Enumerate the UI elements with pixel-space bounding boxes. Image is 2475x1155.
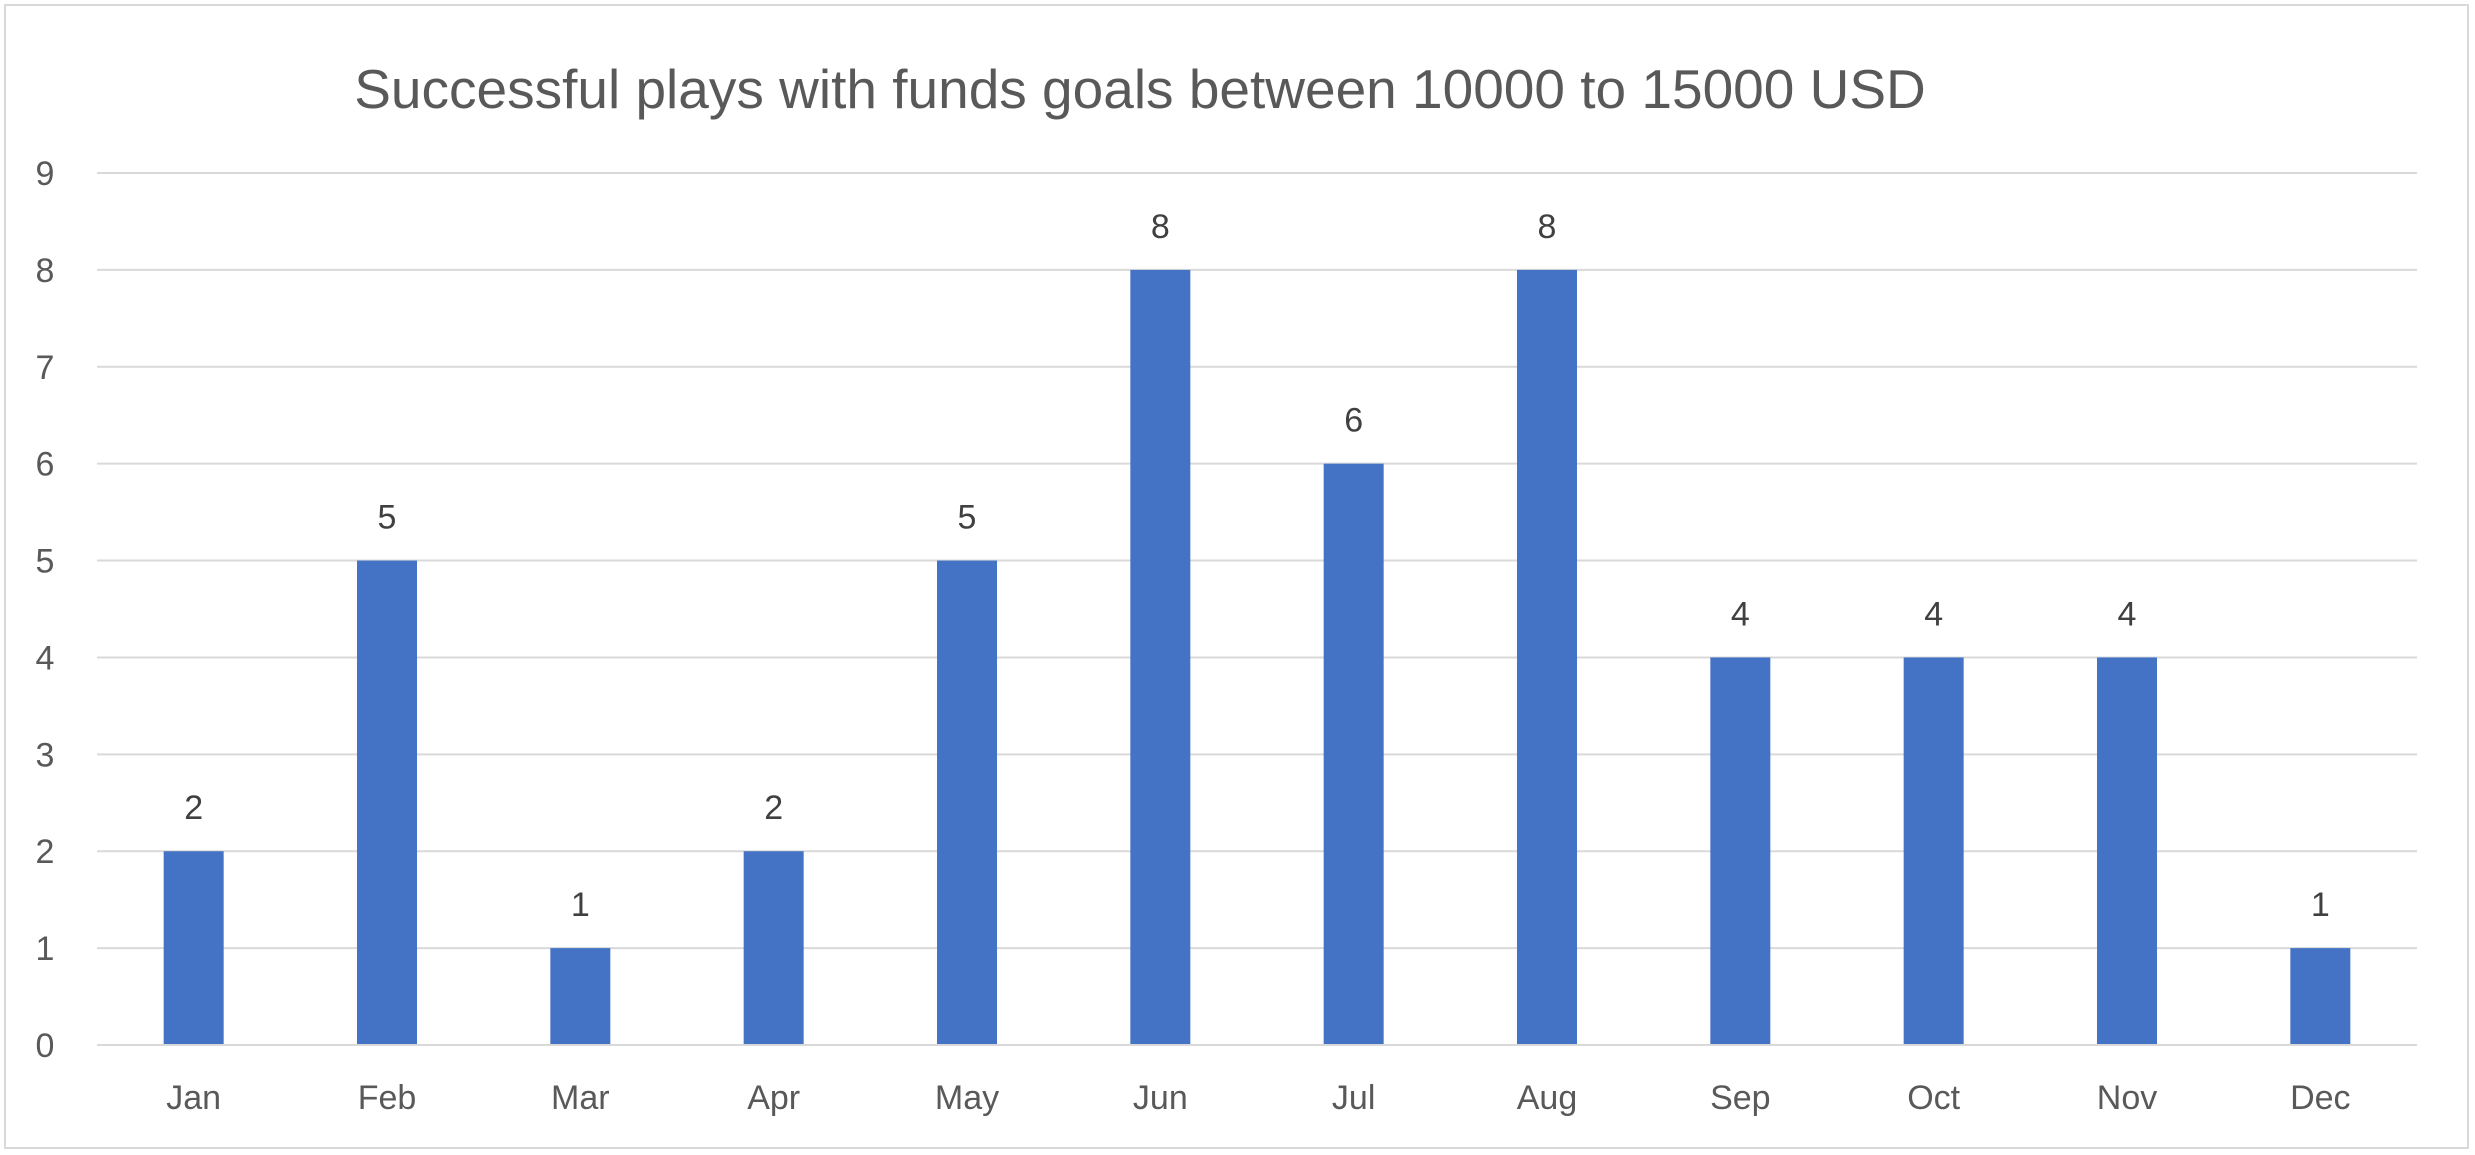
y-tick-label: 7 — [36, 349, 55, 387]
data-label-sep: 4 — [1731, 595, 1750, 633]
bar-jun — [1130, 269, 1191, 1045]
bar-apr — [743, 851, 804, 1045]
x-tick-label-dec: Dec — [2290, 1079, 2350, 1117]
data-label-dec: 1 — [2311, 886, 2330, 924]
y-axis-tick-labels: 0 1 2 3 4 5 6 7 8 9 — [36, 155, 55, 1065]
x-tick-label-feb: Feb — [358, 1079, 417, 1117]
x-axis-tick-labels: Jan Feb Mar Apr May Jun Jul Aug Sep Oct Nov Dec — [166, 1079, 2350, 1117]
data-label-may: 5 — [958, 499, 977, 537]
bar-mar — [550, 948, 611, 1045]
bar-jan — [163, 851, 224, 1045]
data-label-jul: 6 — [1344, 402, 1363, 440]
bar-aug — [1517, 269, 1577, 1045]
data-label-jun: 8 — [1151, 208, 1170, 246]
y-tick-label: 1 — [36, 930, 55, 968]
x-tick-label-jul: Jul — [1332, 1079, 1375, 1117]
x-tick-label-sep: Sep — [1710, 1079, 1771, 1117]
data-label-feb: 5 — [378, 499, 397, 537]
y-tick-label: 9 — [36, 155, 55, 193]
x-tick-label-mar: Mar — [551, 1079, 610, 1117]
y-tick-label: 8 — [36, 252, 55, 290]
data-label-aug: 8 — [1538, 208, 1557, 246]
bar-sep — [1710, 657, 1771, 1045]
bar-oct — [1903, 657, 1964, 1045]
x-tick-label-oct: Oct — [1907, 1079, 1960, 1117]
x-tick-label-jan: Jan — [166, 1079, 221, 1117]
x-tick-label-nov: Nov — [2097, 1079, 2157, 1117]
bar-nov — [2097, 657, 2157, 1045]
y-tick-label: 2 — [36, 833, 55, 871]
x-tick-label-jun: Jun — [1133, 1079, 1188, 1117]
data-label-nov: 4 — [2118, 595, 2137, 633]
x-tick-label-may: May — [935, 1079, 999, 1117]
x-tick-label-apr: Apr — [747, 1079, 800, 1117]
y-tick-label: 5 — [36, 543, 55, 581]
data-label-jan: 2 — [184, 789, 203, 827]
bar-may — [937, 560, 997, 1045]
x-tick-label-aug: Aug — [1517, 1079, 1578, 1117]
data-label-mar: 1 — [571, 886, 590, 924]
bar-feb — [357, 560, 417, 1045]
data-labels: 2 5 1 2 5 8 6 8 4 4 4 1 — [184, 208, 2330, 924]
y-tick-label: 4 — [36, 639, 55, 677]
grid-lines — [97, 172, 2417, 950]
chart-title: Successful plays with funds goals betwee… — [354, 58, 1926, 120]
y-tick-label: 3 — [36, 736, 55, 774]
data-label-oct: 4 — [1924, 595, 1943, 633]
data-label-apr: 2 — [764, 789, 783, 827]
y-tick-label: 6 — [36, 446, 55, 484]
y-tick-label: 0 — [36, 1027, 55, 1065]
bar-dec — [2290, 948, 2351, 1045]
bars — [163, 269, 2351, 1046]
bar-jul — [1323, 463, 1384, 1046]
